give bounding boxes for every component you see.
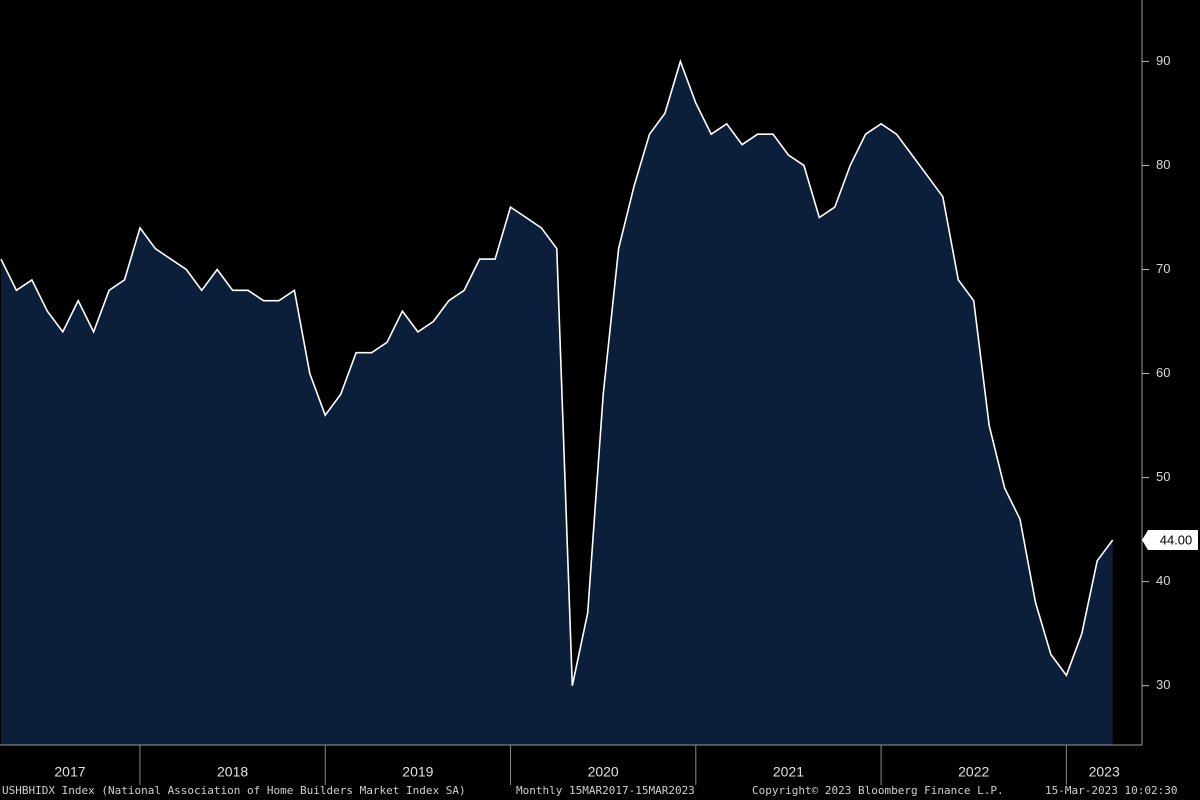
x-tick-label: 2019	[402, 764, 433, 780]
y-tick-label: 30	[1156, 677, 1170, 692]
last-value-label: 44.00	[1160, 532, 1193, 547]
last-value-flag	[1142, 530, 1198, 551]
area	[1, 61, 1113, 745]
subtitle: Monthly 15MAR2017-15MAR2023	[516, 784, 695, 797]
y-tick-label: 40	[1156, 573, 1170, 588]
copyright: Copyright© 2023 Bloomberg Finance L.P.	[752, 784, 1004, 797]
x-tick-label: 2023	[1089, 764, 1120, 780]
x-tick-label: 2021	[773, 764, 804, 780]
chart-title: USHBHIDX Index (National Association of …	[2, 784, 466, 797]
y-tick-label: 80	[1156, 157, 1170, 172]
x-tick-label: 2017	[54, 764, 85, 780]
x-tick-label: 2018	[217, 764, 248, 780]
y-tick-label: 90	[1156, 53, 1170, 68]
y-tick-label: 50	[1156, 469, 1170, 484]
x-tick-label: 2020	[588, 764, 619, 780]
timestamp: 15-Mar-2023 10:02:30	[1045, 784, 1177, 797]
y-tick-label: 60	[1156, 365, 1170, 380]
line	[0, 58, 1114, 686]
x-tick-label: 2022	[958, 764, 989, 780]
y-tick-label: 70	[1156, 261, 1170, 276]
